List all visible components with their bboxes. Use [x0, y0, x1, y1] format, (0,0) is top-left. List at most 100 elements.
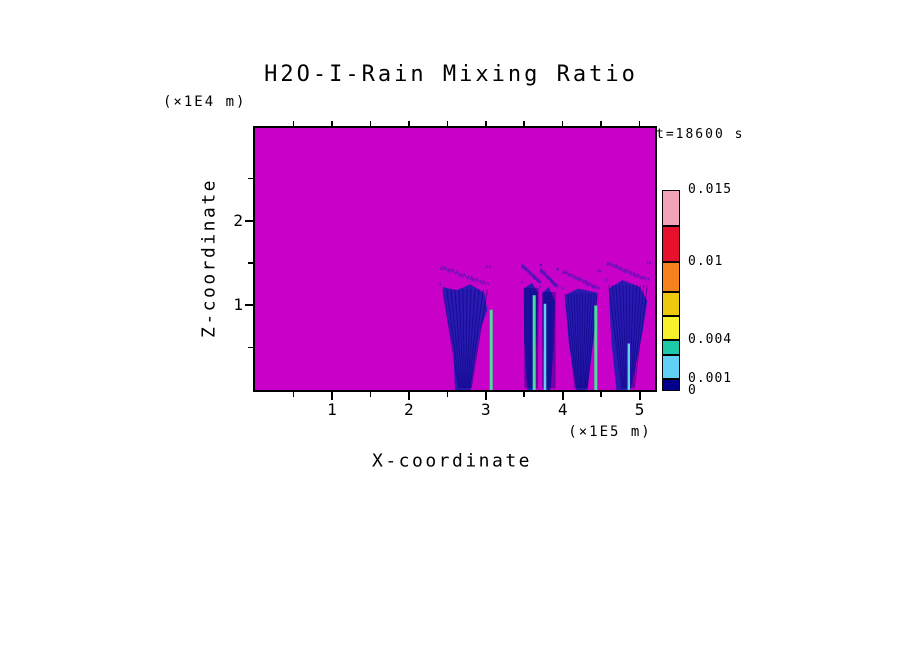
plume-speckle	[439, 282, 441, 286]
plume-speckle	[529, 271, 531, 274]
plume-speckle	[469, 277, 472, 280]
plume-speckle	[543, 272, 545, 276]
plume-speckle	[607, 261, 609, 265]
plume-speckle	[563, 270, 565, 273]
plume-speckle	[582, 281, 584, 284]
plume-speckle	[532, 273, 534, 277]
plume-speckle	[552, 281, 554, 285]
plume-speckle	[580, 277, 582, 280]
colorbar-segment	[662, 190, 680, 226]
plume-speckle	[568, 272, 571, 276]
plume-speckle	[611, 263, 613, 267]
plume-speckle	[550, 279, 552, 283]
plume-streak-line	[535, 287, 538, 389]
plume-speckle	[626, 269, 629, 272]
plume-speckle	[541, 270, 544, 274]
plume-speckle	[540, 263, 542, 267]
plume-speckle	[471, 279, 473, 282]
plume-streak-line	[615, 285, 625, 389]
plume-speckle	[542, 270, 545, 274]
plume-speckle	[524, 268, 526, 271]
plume-speckle	[587, 281, 589, 285]
x-tick-label: 5	[634, 400, 645, 419]
plume-streak-line	[625, 285, 628, 389]
plume-speckle	[623, 270, 625, 273]
plume-speckle	[641, 275, 643, 279]
plume-speckle	[544, 271, 546, 274]
plume-streak-line	[631, 285, 641, 389]
z-tick-label: 2	[233, 210, 243, 230]
plume-speckle	[557, 268, 559, 271]
plume-speckle	[565, 270, 567, 273]
plume-speckle	[480, 279, 482, 283]
x-major-tick	[561, 392, 564, 400]
plume-speckle	[592, 284, 594, 287]
plume-streak-line	[466, 289, 472, 389]
plume-streak-line	[523, 287, 526, 389]
plume-streak-line	[611, 285, 624, 389]
plume-speckle	[597, 269, 599, 273]
plume-speckle	[539, 285, 541, 288]
plume-speckle	[524, 266, 527, 270]
plume-speckle	[525, 267, 528, 270]
top-minor-tick	[561, 121, 564, 126]
plume-speckle	[557, 284, 559, 288]
plume-streak-line	[583, 293, 589, 389]
plume-speckle	[521, 281, 523, 284]
time-annotation: t=18600 s	[656, 127, 745, 142]
x-major-tick	[330, 392, 333, 400]
plume-speckle	[477, 279, 479, 283]
plume-streak-line	[446, 289, 461, 389]
plume-streak-line	[573, 293, 579, 389]
plume-speckle	[545, 273, 547, 276]
x-minor-tick	[369, 392, 372, 397]
plume-speckle	[460, 272, 462, 276]
plume-speckle	[455, 272, 457, 275]
plume-speckle	[540, 268, 542, 271]
plume-streak-line	[570, 293, 578, 389]
plume-streak-line	[585, 293, 595, 389]
plume-speckle	[532, 275, 534, 278]
x-major-tick	[407, 392, 410, 400]
plume-streak-line	[469, 289, 484, 389]
plume-speckle	[608, 263, 611, 267]
x-tick-label: 1	[327, 400, 337, 419]
plume-speckle	[546, 275, 548, 278]
plume-streak-line	[526, 287, 528, 389]
plume-speckle	[451, 268, 453, 272]
plume-speckle	[441, 265, 443, 269]
plume-speckle	[591, 285, 594, 289]
plume-speckle	[489, 265, 491, 269]
x-tick-label: 3	[480, 400, 491, 419]
plume-streak-line	[567, 293, 577, 389]
plume-streak-line	[442, 289, 460, 389]
y-minor-tick	[248, 346, 253, 349]
plume-streak-line	[470, 289, 488, 389]
plume-speckle	[547, 275, 549, 279]
x-axis-label: X-coordinate	[371, 450, 533, 472]
plume-speckle	[581, 279, 583, 282]
plume-speckle	[590, 283, 592, 287]
plume-speckle	[445, 268, 448, 271]
plume-speckle	[575, 276, 578, 280]
plume-streak-line	[632, 285, 645, 389]
plume-speckle	[564, 272, 566, 275]
plume-speckle	[599, 269, 601, 273]
plume-speckle	[465, 275, 467, 278]
top-minor-tick	[369, 121, 372, 126]
colorbar-segment	[662, 379, 680, 391]
y-axis-unit-label: (×1E4 m)	[163, 94, 247, 110]
colorbar-segment	[662, 340, 680, 355]
plume-speckle	[528, 270, 530, 274]
plume-speckle	[526, 268, 528, 272]
plume-speckle	[468, 275, 470, 278]
plume-speckle	[533, 277, 536, 280]
colorbar-segment	[662, 355, 680, 379]
plume-speckle	[536, 279, 538, 283]
plume-speckle	[544, 273, 546, 276]
plume-speckle	[556, 284, 558, 288]
plume-speckle	[579, 279, 581, 282]
plume-speckle	[456, 270, 458, 274]
plume-speckle	[625, 270, 628, 274]
